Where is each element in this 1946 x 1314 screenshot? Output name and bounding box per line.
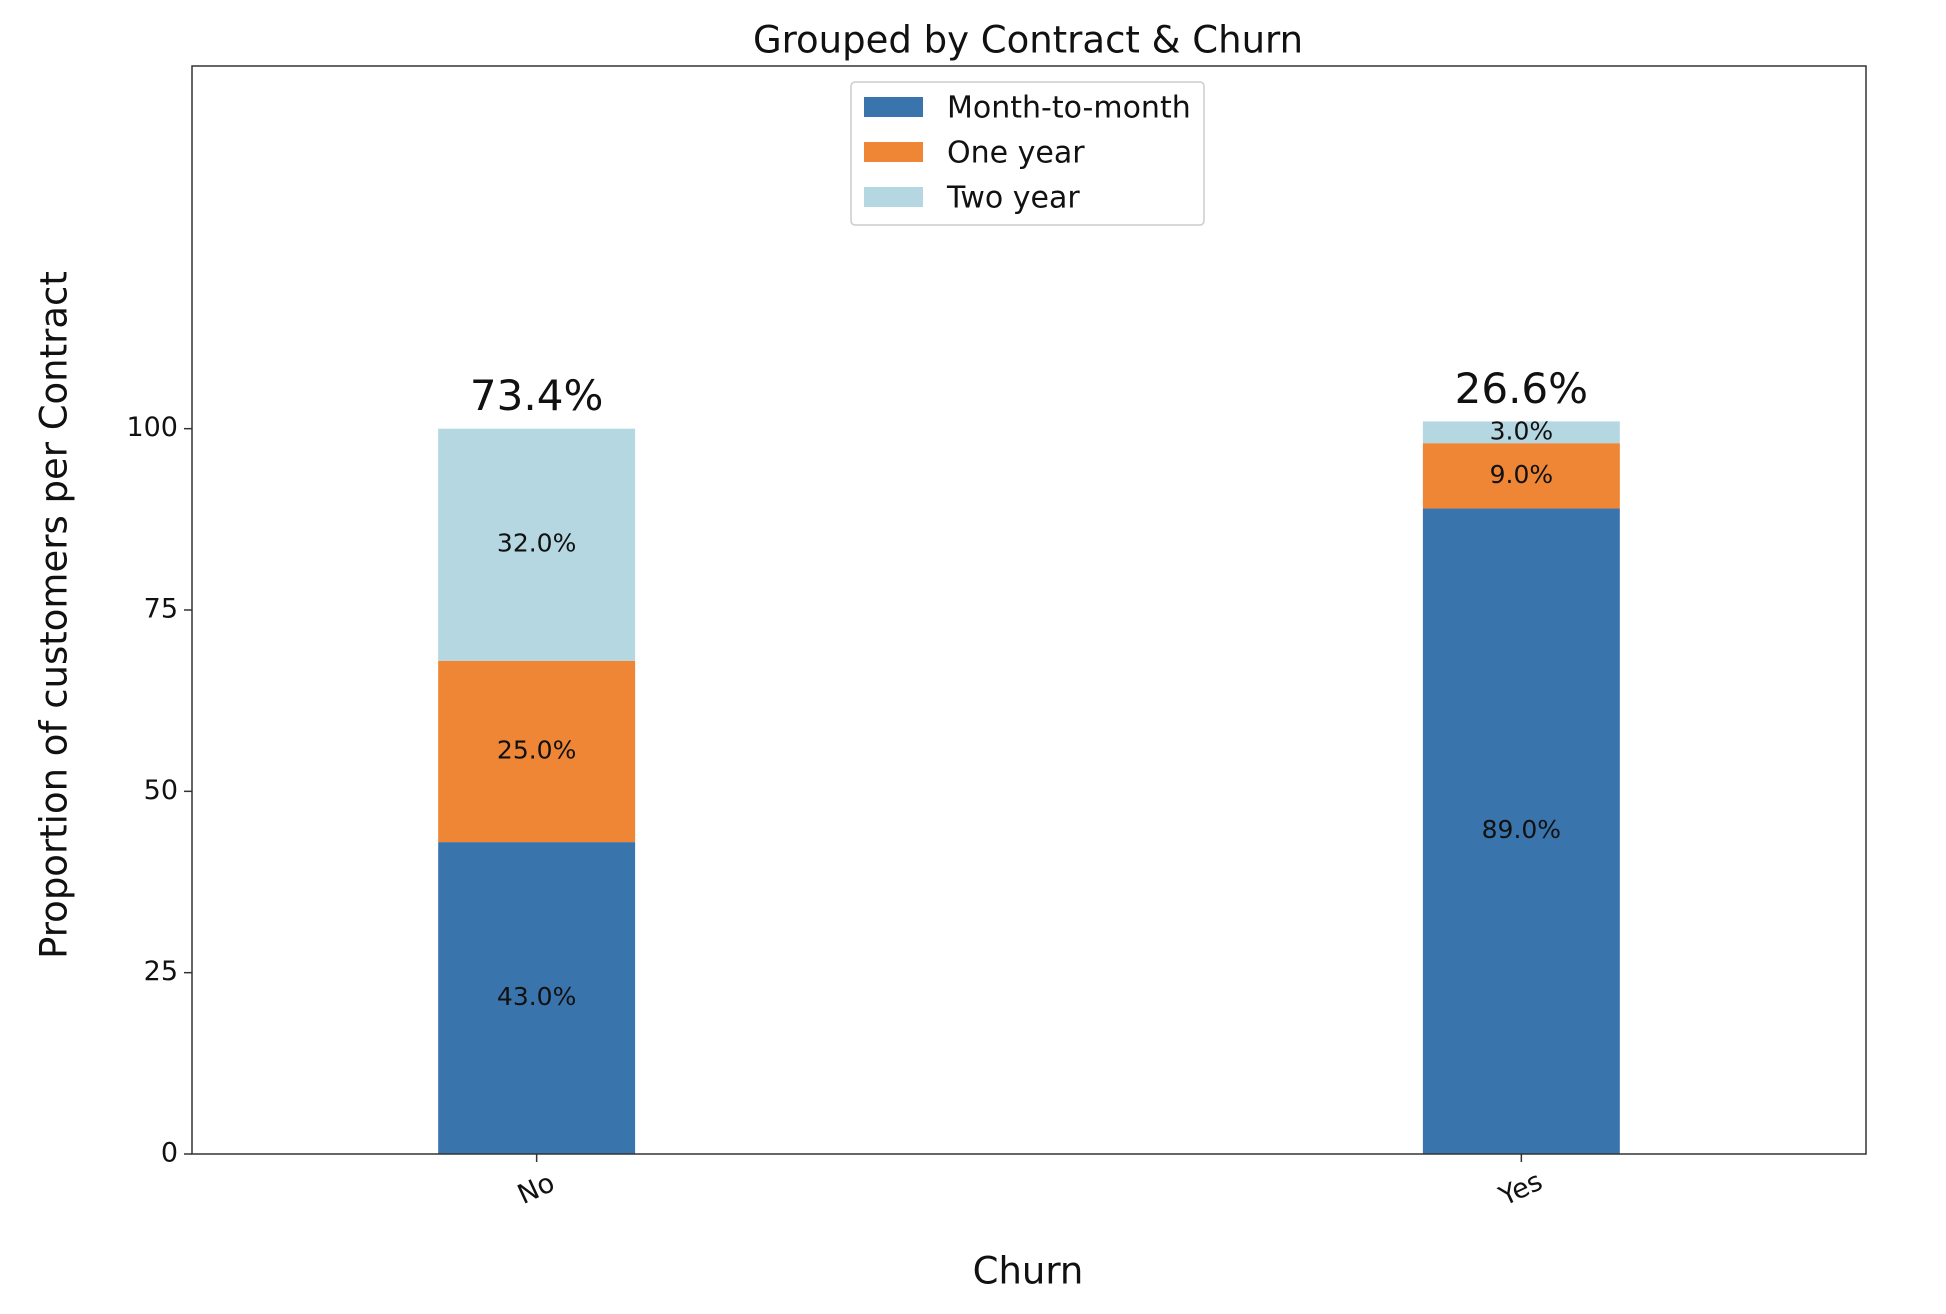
bar-segment: [1422, 508, 1620, 1154]
y-axis-label: Proportion of customers per Contract: [33, 271, 76, 959]
legend-swatch: [864, 97, 923, 117]
x-tick-label: Yes: [1494, 1166, 1548, 1213]
value-label: 9.0%: [1490, 460, 1554, 489]
x-tick-label: No: [513, 1167, 559, 1211]
legend-swatch: [864, 187, 923, 207]
bar-segment: [1422, 443, 1620, 509]
legend-swatch: [864, 142, 923, 162]
y-tick-label: 50: [144, 775, 178, 806]
legend-label: Month-to-month: [947, 91, 1191, 126]
legend-label: Two year: [946, 181, 1080, 216]
plot-frame: [191, 65, 1867, 1155]
y-tick-label: 100: [126, 412, 178, 443]
bar-segment: [438, 842, 636, 1154]
top-label: 73.4%: [470, 371, 603, 420]
y-tick-label: 0: [161, 1138, 178, 1169]
chart-title: Grouped by Contract & Churn: [753, 19, 1303, 62]
value-label: 32.0%: [497, 529, 576, 558]
bar-segment: [438, 428, 636, 661]
y-tick-label: 25: [144, 956, 178, 987]
legend-box: [850, 81, 1205, 226]
top-label: 26.6%: [1455, 364, 1588, 413]
x-axis-label: Churn: [973, 1250, 1084, 1293]
bar-segment: [1422, 421, 1620, 444]
value-label: 43.0%: [497, 982, 576, 1011]
legend-label: One year: [947, 136, 1085, 171]
value-label: 89.0%: [1482, 815, 1561, 844]
value-label: 3.0%: [1490, 416, 1554, 445]
value-label: 25.0%: [497, 735, 576, 764]
y-tick-label: 75: [144, 594, 178, 625]
bar-segment: [438, 660, 636, 843]
